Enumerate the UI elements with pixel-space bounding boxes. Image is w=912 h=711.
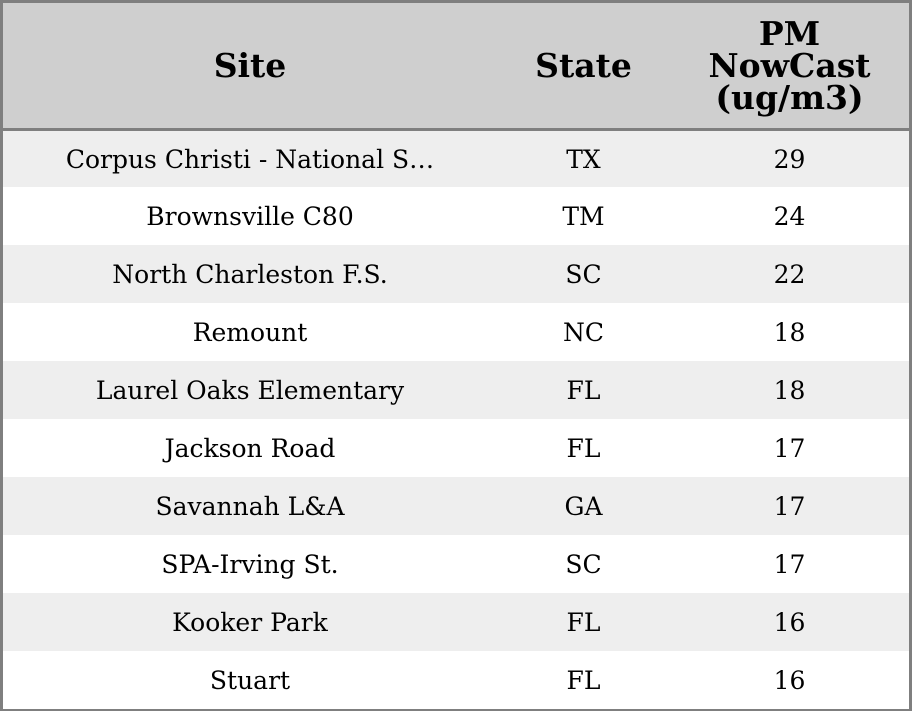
column-header-state: State — [497, 3, 670, 131]
site-cell: Savannah L&A — [3, 477, 497, 535]
pm-nowcast-table: Site State PM NowCast (ug/m3) Corpus Chr… — [3, 3, 909, 709]
site-cell: Corpus Christi - National S… — [3, 129, 497, 187]
pm-value-cell: 22 — [670, 245, 909, 303]
pm-value-cell: 18 — [670, 361, 909, 419]
table-row: Laurel Oaks Elementary FL 18 — [3, 361, 909, 419]
state-cell: TX — [497, 129, 670, 187]
site-cell: SPA-Irving St. — [3, 535, 497, 593]
state-cell: FL — [497, 651, 670, 709]
column-header-pm-nowcast: PM NowCast (ug/m3) — [670, 3, 909, 131]
table-row: Kooker Park FL 16 — [3, 593, 909, 651]
site-cell: Jackson Road — [3, 419, 497, 477]
state-cell: GA — [497, 477, 670, 535]
state-cell: SC — [497, 535, 670, 593]
table-row: Jackson Road FL 17 — [3, 419, 909, 477]
table-row: North Charleston F.S. SC 22 — [3, 245, 909, 303]
table-row: Corpus Christi - National S… TX 29 — [3, 129, 909, 187]
column-header-state-line: State — [535, 45, 632, 85]
pm-value-cell: 16 — [670, 651, 909, 709]
table-row: Brownsville C80 TM 24 — [3, 187, 909, 245]
column-header-pm-line-1: PM — [758, 13, 821, 53]
header-row: Site State PM NowCast (ug/m3) — [3, 3, 909, 131]
column-header-pm-line-2: NowCast — [708, 45, 871, 85]
pm-value-cell: 24 — [670, 187, 909, 245]
column-header-site-line: Site — [213, 45, 287, 85]
site-cell: Remount — [3, 303, 497, 361]
pm-value-cell: 17 — [670, 535, 909, 593]
pm-value-cell: 17 — [670, 477, 909, 535]
state-cell: NC — [497, 303, 670, 361]
site-cell: Laurel Oaks Elementary — [3, 361, 497, 419]
column-header-site: Site — [3, 3, 497, 131]
site-cell: Stuart — [3, 651, 497, 709]
state-cell: TM — [497, 187, 670, 245]
site-cell: Kooker Park — [3, 593, 497, 651]
table-row: Savannah L&A GA 17 — [3, 477, 909, 535]
state-cell: FL — [497, 593, 670, 651]
site-cell: Brownsville C80 — [3, 187, 497, 245]
pm-value-cell: 18 — [670, 303, 909, 361]
table-row: Remount NC 18 — [3, 303, 909, 361]
pm-value-cell: 16 — [670, 593, 909, 651]
state-cell: FL — [497, 419, 670, 477]
state-cell: SC — [497, 245, 670, 303]
table-row: SPA-Irving St. SC 17 — [3, 535, 909, 593]
pm-value-cell: 29 — [670, 129, 909, 187]
column-header-pm-line-3: (ug/m3) — [715, 77, 864, 117]
table-row: Stuart FL 16 — [3, 651, 909, 709]
site-cell: North Charleston F.S. — [3, 245, 497, 303]
pm-value-cell: 17 — [670, 419, 909, 477]
state-cell: FL — [497, 361, 670, 419]
table-body: Corpus Christi - National S… TX 29 Brownsvi… — [3, 129, 909, 709]
